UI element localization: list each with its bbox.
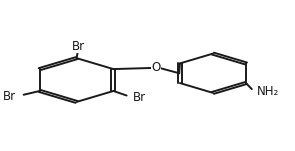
Text: NH₂: NH₂ (257, 85, 279, 98)
Text: Br: Br (71, 40, 85, 53)
Text: O: O (151, 61, 160, 74)
Text: Br: Br (3, 90, 16, 103)
Text: Br: Br (133, 90, 146, 104)
